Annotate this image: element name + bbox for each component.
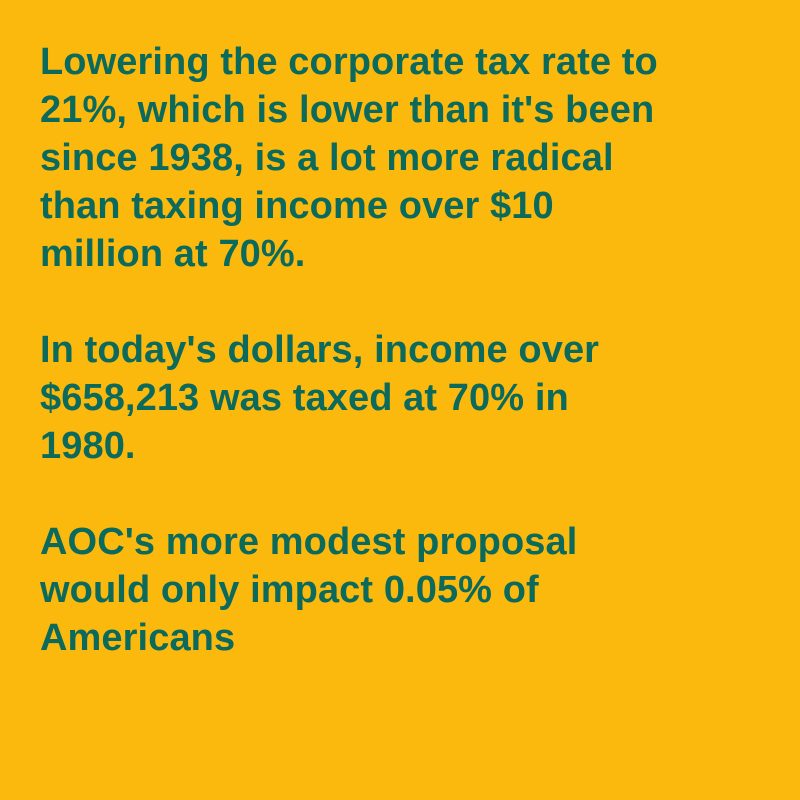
text-line: would only impact 0.05% of — [40, 569, 539, 611]
text-line: In today's dollars, income over — [40, 329, 600, 371]
text-line: $658,213 was taxed at 70% in — [40, 377, 569, 419]
text-line: million at 70%. — [40, 233, 306, 275]
text-line: Americans — [40, 617, 236, 659]
text-line: 21%, which is lower than it's been — [40, 89, 655, 131]
paragraph: In today's dollars, income over $658,213 … — [40, 326, 800, 470]
text-line: Lowering the corporate tax rate to — [40, 41, 658, 83]
text-line: than taxing income over $10 — [40, 185, 554, 227]
paragraph: Lowering the corporate tax rate to 21%, w… — [40, 38, 800, 278]
text-line: AOC's more modest proposal — [40, 521, 578, 563]
paragraph: AOC's more modest proposal would only imp… — [40, 518, 800, 662]
text-line: 1980. — [40, 425, 136, 467]
text-line: since 1938, is a lot more radical — [40, 137, 614, 179]
